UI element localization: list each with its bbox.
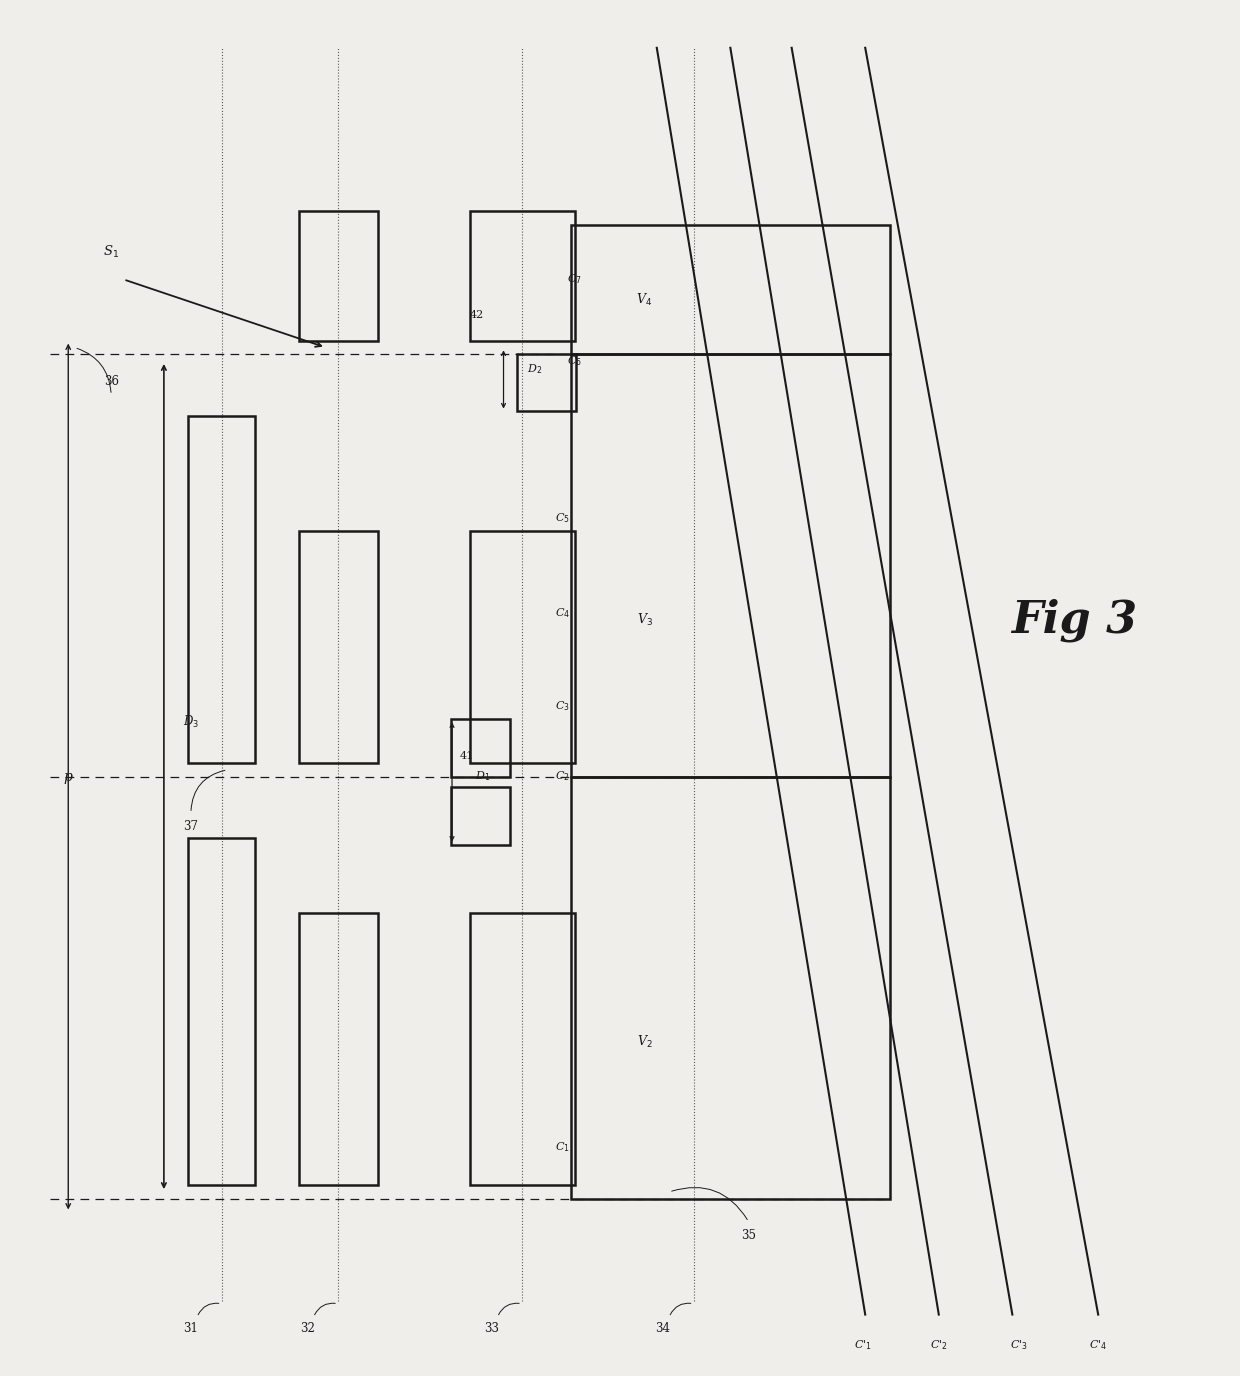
Text: S$_1$: S$_1$ (103, 244, 119, 260)
Text: C'$_1$: C'$_1$ (854, 1337, 872, 1351)
Text: 42: 42 (470, 310, 484, 319)
Text: V$_3$: V$_3$ (636, 612, 652, 627)
Text: C$_2$: C$_2$ (556, 769, 569, 783)
Text: 41: 41 (460, 751, 474, 761)
Bar (470, 912, 574, 1185)
Text: D$_1$: D$_1$ (475, 769, 490, 783)
Text: 36: 36 (104, 376, 119, 388)
Text: 32: 32 (300, 1322, 315, 1335)
Bar (188, 838, 254, 1185)
Bar (451, 787, 510, 845)
Text: 31: 31 (184, 1322, 198, 1335)
Text: 33: 33 (484, 1322, 498, 1335)
Text: C$_3$: C$_3$ (556, 699, 570, 713)
Text: D$_3$: D$_3$ (182, 714, 198, 731)
Bar (470, 531, 574, 762)
Bar (451, 720, 510, 776)
Text: Fig 3: Fig 3 (1011, 599, 1137, 641)
Text: p: p (63, 769, 73, 783)
Bar (570, 224, 890, 354)
Bar (570, 354, 890, 776)
Bar (517, 354, 575, 411)
Text: C'$_4$: C'$_4$ (1089, 1337, 1107, 1351)
Text: 37: 37 (184, 820, 198, 834)
Bar (299, 912, 378, 1185)
Bar (470, 212, 574, 341)
Text: 34: 34 (656, 1322, 671, 1335)
Text: C$_7$: C$_7$ (567, 272, 582, 286)
Text: 35: 35 (742, 1229, 756, 1243)
Text: V$_2$: V$_2$ (636, 1035, 652, 1050)
Text: C$_4$: C$_4$ (554, 607, 570, 621)
Bar (299, 212, 378, 341)
Text: C'$_3$: C'$_3$ (1009, 1337, 1028, 1351)
Text: C$_5$: C$_5$ (556, 510, 570, 524)
Text: D$_2$: D$_2$ (527, 362, 542, 376)
Bar (570, 776, 890, 1198)
Text: C'$_2$: C'$_2$ (930, 1337, 947, 1351)
Text: C$_6$: C$_6$ (567, 354, 582, 367)
Bar (188, 416, 254, 762)
Bar (299, 531, 378, 762)
Text: C$_1$: C$_1$ (556, 1141, 570, 1154)
Text: V$_4$: V$_4$ (636, 292, 652, 308)
